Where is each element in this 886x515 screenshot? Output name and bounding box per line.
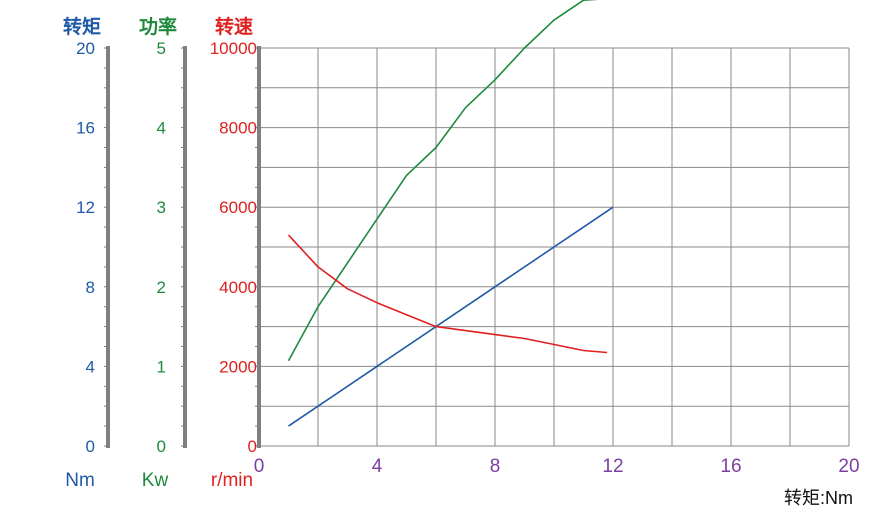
speed-axis-unit: r/min <box>211 470 253 491</box>
x-tick-label: 8 <box>490 456 501 477</box>
plot-grid <box>258 47 850 447</box>
power-tick-label: 4 <box>157 119 166 138</box>
torque-tick-label: 20 <box>76 39 95 58</box>
torque-tick-label: 8 <box>86 278 95 297</box>
y-axes: 048121620转矩Nm012345功率Kw02000400060008000… <box>63 15 261 491</box>
speed-series-line <box>287 234 608 354</box>
power-tick-label: 5 <box>157 39 166 58</box>
torque-tick-label: 0 <box>86 437 95 456</box>
series-lines <box>287 0 614 427</box>
power-tick-label: 1 <box>157 357 166 376</box>
speed-tick-label: 2000 <box>219 357 257 376</box>
power-tick-label: 0 <box>157 437 166 456</box>
x-tick-label: 0 <box>254 456 265 477</box>
torque-tick-label: 4 <box>86 357 95 376</box>
x-tick-label: 12 <box>602 456 623 477</box>
power-axis-unit: Kw <box>142 470 169 491</box>
speed-axis-title: 转速 <box>215 15 253 38</box>
speed-tick-label: 4000 <box>219 278 257 297</box>
x-axis-ticks: 0 4 8 12 16 20 <box>254 456 860 477</box>
power-tick-label: 2 <box>157 278 166 297</box>
torque-tick-label: 12 <box>76 198 95 217</box>
speed-tick-label: 0 <box>248 437 257 456</box>
torque-series-line <box>288 206 614 427</box>
torque-tick-label: 16 <box>76 119 95 138</box>
speed-tick-label: 8000 <box>219 119 257 138</box>
power-axis-title: 功率 <box>139 15 177 38</box>
torque-axis-unit: Nm <box>65 470 95 491</box>
x-tick-label: 4 <box>372 456 383 477</box>
speed-tick-label: 6000 <box>219 198 257 217</box>
power-tick-label: 3 <box>157 198 166 217</box>
torque-axis-title: 转矩 <box>63 15 101 38</box>
x-axis-label: 转矩:Nm <box>784 488 853 508</box>
power-series-line <box>287 0 599 362</box>
x-tick-label: 20 <box>838 456 859 477</box>
x-tick-label: 16 <box>720 456 741 477</box>
speed-tick-label: 10000 <box>210 39 257 58</box>
